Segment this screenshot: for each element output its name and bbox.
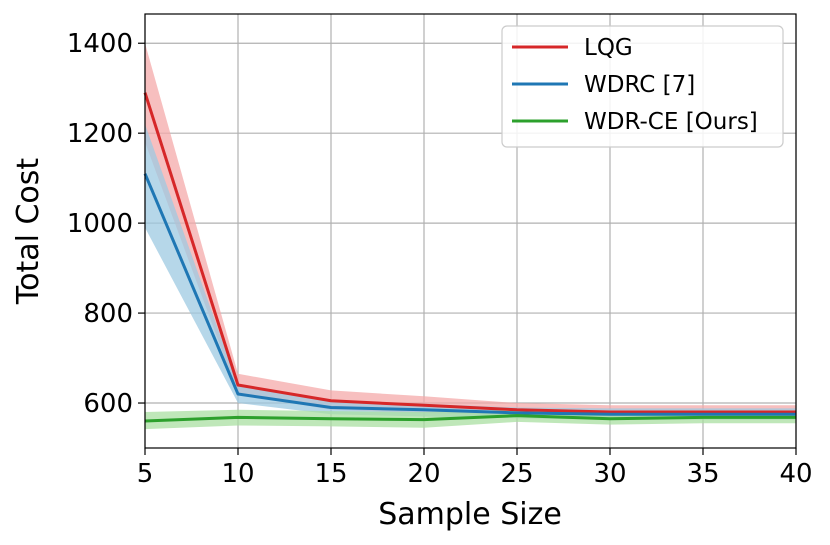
x-tick-label: 15 (314, 459, 347, 489)
legend-label: WDRC [7] (584, 72, 695, 98)
y-tick-label: 1200 (67, 119, 133, 149)
x-tick-label: 10 (221, 459, 254, 489)
plot-frame (144, 13, 797, 449)
line-series-1 (143, 92, 796, 414)
x-axis-label: Sample Size (378, 497, 562, 532)
y-axis-ticks: 600 800 1000 1200 1400 (67, 29, 145, 419)
series-lines (143, 92, 797, 423)
legend-box (501, 25, 784, 148)
line-series-3 (144, 414, 796, 423)
x-tick-label: 20 (407, 459, 440, 489)
legend: LQG WDRC [7] WDR-CE [Ours] (501, 25, 784, 148)
x-axis-ticks: 5 10 15 20 25 30 35 40 (137, 448, 813, 489)
x-tick-label: 25 (500, 459, 533, 489)
y-tick-label: 1000 (67, 209, 133, 239)
y-tick-label: 800 (83, 299, 133, 329)
y-tick-label: 600 (83, 389, 133, 419)
line-series-2 (143, 173, 796, 416)
x-tick-label: 35 (686, 459, 719, 489)
x-tick-label: 40 (779, 459, 812, 489)
x-tick-label: 30 (593, 459, 626, 489)
x-tick-label: 5 (137, 459, 154, 489)
legend-label: LQG (584, 35, 633, 61)
y-axis-label: Total Cost (11, 158, 46, 306)
y-tick-label: 1400 (67, 29, 133, 59)
legend-label: WDR-CE [Ours] (584, 109, 758, 135)
